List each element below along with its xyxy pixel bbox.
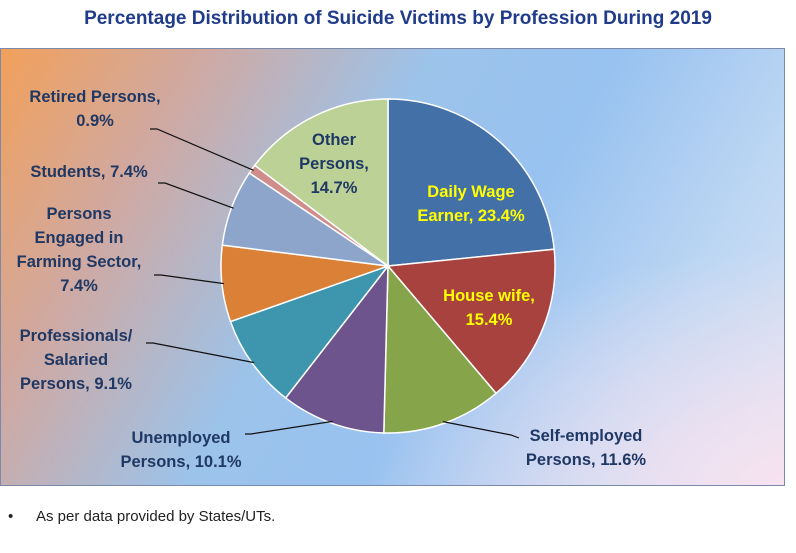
leader-line-students	[158, 182, 234, 209]
pie-slice-unemployed-persons	[284, 263, 389, 434]
slice-label-other: Other Persons, 14.7%	[299, 131, 369, 197]
slice-label-self-employed: Self-employed Persons, 11.6%	[526, 427, 646, 469]
leader-line-unemployed-persons	[245, 420, 333, 435]
chart-area: Daily Wage Earner, 23.4% House wife, 15.4% S…	[0, 48, 785, 486]
leader-line-self-employed-persons	[442, 421, 520, 439]
slice-label-house-wife: House wife, 15.4%	[443, 287, 535, 329]
pie-slices	[220, 98, 556, 434]
leader-line-professionals-salaried-persons	[146, 342, 255, 364]
pie-slice-house-wife	[386, 248, 556, 395]
leader-line-persons-engaged-in-farming-sector	[154, 274, 224, 285]
slice-labels: Daily Wage Earner, 23.4% House wife, 15.4% S…	[17, 88, 647, 471]
slice-label-retired: Retired Persons, 0.9%	[29, 88, 160, 130]
leader-line-retired-persons	[150, 128, 254, 171]
pie-slice-other-persons	[253, 98, 389, 268]
footnote: • As per data provided by States/UTs.	[8, 508, 275, 525]
pie-slice-daily-wage-earner	[387, 98, 555, 267]
pie-chart: Daily Wage Earner, 23.4% House wife, 15.4% S…	[17, 88, 647, 471]
slice-label-daily-wage: Daily Wage Earner, 23.4%	[417, 183, 525, 225]
slice-label-students: Students, 7.4%	[30, 163, 148, 181]
leader-lines	[146, 128, 520, 439]
pie-slice-professionals-salaried-persons	[229, 264, 391, 400]
slice-label-unemployed: Unemployed Persons, 10.1%	[120, 429, 241, 471]
pie-slice-self-employed-persons	[383, 264, 498, 434]
bullet-icon: •	[8, 508, 14, 525]
chart-title: Percentage Distribution of Suicide Victi…	[84, 8, 712, 29]
footnote-text: As per data provided by States/UTs.	[36, 508, 276, 525]
slice-label-farming: Persons Engaged in Farming Sector, 7.4%	[17, 205, 142, 295]
slice-label-professionals: Professionals/Salaried Persons, 9.1%	[20, 327, 133, 393]
